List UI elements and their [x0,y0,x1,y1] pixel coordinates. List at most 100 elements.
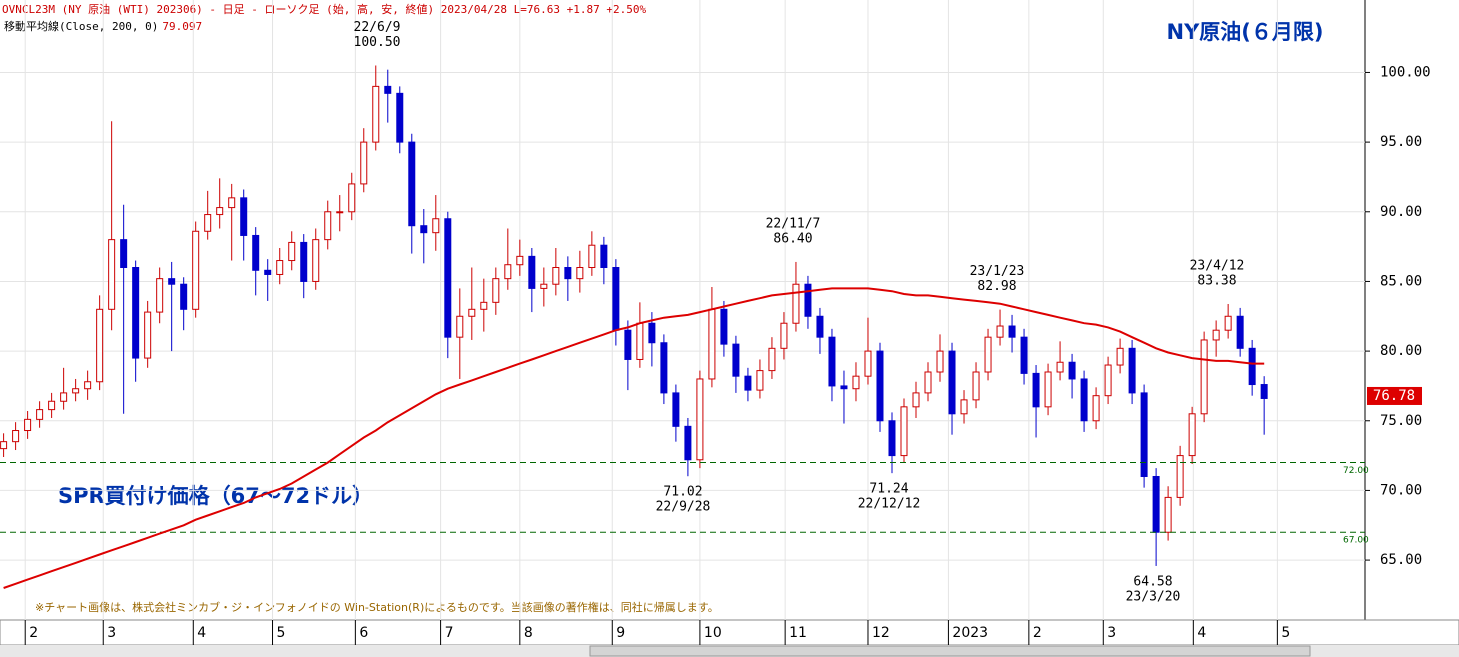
x-tick-label: 2 [1033,625,1042,641]
candle-body [1176,455,1184,498]
candle-body [156,278,164,313]
chart-title: NY原油(６月限) [1167,20,1324,44]
candle-body [48,400,56,411]
candle-body [1152,475,1160,533]
candle-body [780,322,788,349]
last-price-box [1367,386,1422,405]
candle-body [828,336,836,387]
x-tick-label: 10 [704,625,722,641]
candle-body [600,244,608,269]
x-tick-label: 5 [277,625,286,641]
candle-body [12,430,20,443]
y-tick-label: 85.00 [1380,273,1422,289]
candle-body [744,375,752,391]
x-tick-label: 12 [872,625,890,641]
annotation: 82.98 [977,279,1016,294]
candle-body [732,343,740,377]
candle-body [624,329,632,360]
annotation: 22/9/28 [656,500,711,515]
candle-body [876,350,884,422]
candle-body [792,283,800,324]
candle-body [72,388,80,394]
candle-body [840,385,848,390]
candle-body [864,350,872,377]
candle-body [1092,395,1100,422]
candle-body [0,441,8,450]
candle-body [492,278,500,303]
candle-body [1032,372,1040,408]
candle-body [408,141,416,227]
candle-body [240,197,248,236]
x-tick-label: 5 [1281,625,1290,641]
candle-body [1068,361,1076,380]
last-price-label: 76.78 [1373,388,1415,404]
footnote: ※チャート画像は、株式会社ミンカブ・ジ・インフォノイドの Win-Station… [35,600,719,614]
candle-body [204,214,212,232]
x-tick-label: 11 [789,625,807,641]
y-tick-label: 80.00 [1380,343,1422,359]
candle-body [372,85,380,143]
candle-body [696,378,704,461]
candle-body [1200,339,1208,415]
candle-body [564,267,572,280]
candle-body [504,264,512,280]
candle-body [1140,392,1148,477]
annotation: 23/1/23 [970,264,1025,279]
candle-body [1188,413,1196,457]
candle-body [108,239,116,310]
candle-body [444,218,452,338]
candle-body [300,241,308,282]
annotation: 23/3/20 [1126,589,1181,604]
candle-body [660,342,668,394]
candle-body [1260,384,1268,399]
candle-body [1164,496,1172,533]
x-tick-label: 4 [197,625,206,641]
annotation: 71.02 [663,485,702,500]
candle-body [324,211,332,241]
candle-body [60,392,68,402]
candle-body [552,267,560,285]
y-tick-label: 70.00 [1380,482,1422,498]
candle-body [396,92,404,143]
candle-body [948,350,956,415]
annotation: 23/4/12 [1190,259,1245,274]
candle-body [1128,347,1136,394]
candle-body [516,255,524,266]
y-tick-label: 75.00 [1380,413,1422,429]
annotation: 22/11/7 [766,216,821,231]
candle-body [360,141,368,185]
indicator-name: 移動平均線(Close, 200, 0) [4,19,158,33]
candle-body [972,371,980,401]
candle-body [1236,315,1244,349]
candle-body [420,225,428,234]
candle-body [192,230,200,310]
x-tick-label: 3 [1107,625,1116,641]
candle-body [684,425,692,461]
y-tick-label: 100.00 [1380,64,1431,80]
x-tick-label: 4 [1197,625,1206,641]
candle-body [528,255,536,289]
moving-average-line [3,287,1265,589]
candle-body [804,283,812,317]
candle-body [768,347,776,372]
x-axis-strip [0,619,1459,646]
candle-body [912,392,920,408]
scrollbar-thumb[interactable] [589,645,1311,657]
candle-body [1224,315,1232,331]
candle-body [1056,361,1064,373]
candle-body [348,183,356,213]
candle-body [432,218,440,234]
candle-body [708,308,716,380]
candle-body [24,418,32,432]
candle-body [996,325,1004,338]
header: OVNCL23M (NY 原油 (WTI) 202306) - 日足 - ローソ… [2,2,646,16]
candle-body [36,409,44,420]
candle-body [720,308,728,345]
candle-body [588,244,596,269]
annotation: 64.58 [1133,574,1172,589]
candle-body [1116,347,1124,366]
candle-body [1020,336,1028,374]
candle-body [1080,378,1088,422]
candle-body [252,234,260,271]
